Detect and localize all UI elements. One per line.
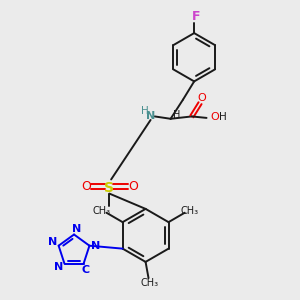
Text: N: N <box>54 262 63 272</box>
Text: S: S <box>104 181 114 195</box>
Text: CH₃: CH₃ <box>92 206 110 216</box>
Text: O: O <box>81 180 91 193</box>
Text: N: N <box>146 111 155 121</box>
Text: H: H <box>219 112 227 122</box>
Text: N: N <box>91 241 100 251</box>
Text: H: H <box>173 110 181 120</box>
Text: F: F <box>192 11 201 23</box>
Text: O: O <box>128 180 138 193</box>
Text: O: O <box>197 93 206 103</box>
Text: CH₃: CH₃ <box>181 206 199 216</box>
Text: CH₃: CH₃ <box>140 278 158 288</box>
Text: O: O <box>211 112 219 122</box>
Text: C: C <box>81 265 89 275</box>
Text: N: N <box>48 237 57 247</box>
Text: N: N <box>72 224 81 234</box>
Text: H: H <box>141 106 148 116</box>
